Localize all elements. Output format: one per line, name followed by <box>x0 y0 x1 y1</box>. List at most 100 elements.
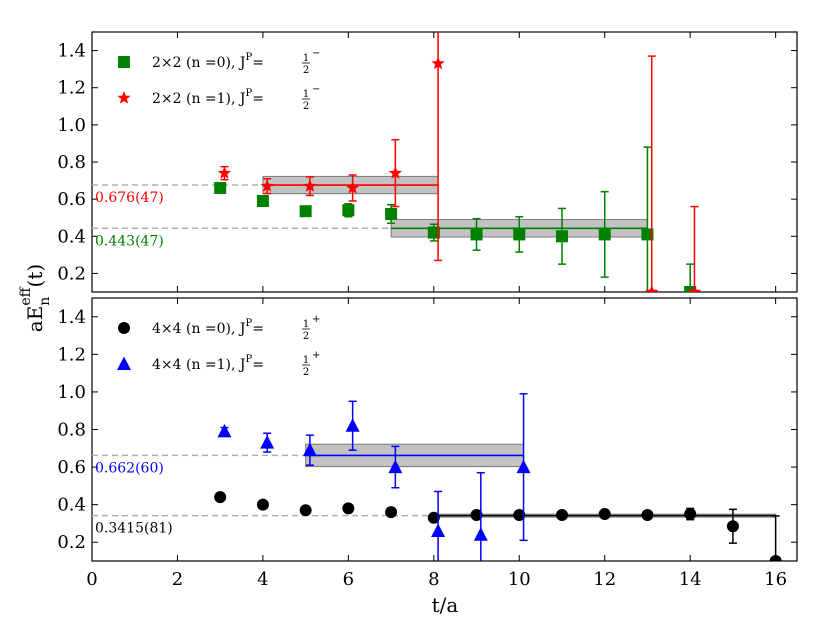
svg-text:aEneff(t): aEneff(t) <box>18 264 53 332</box>
legend-label: 4×4 (n =1), JP= <box>152 354 264 373</box>
data-point <box>345 181 360 194</box>
data-point <box>385 506 398 519</box>
fit-value-label: 0.443(47) <box>95 233 164 249</box>
data-series <box>214 146 697 292</box>
legend-fraction-den: 2 <box>303 331 309 342</box>
legend-fraction-den: 2 <box>303 65 309 76</box>
bottom-panel: 0.20.40.60.81.01.21.40 2 4 6 8 10 12 14 160.662(… <box>57 297 798 590</box>
data-point <box>214 491 227 504</box>
legend-fraction-num: 1 <box>303 89 309 100</box>
data-point <box>556 230 568 243</box>
legend-fraction-den: 2 <box>303 101 309 112</box>
legend-parity-sign: − <box>312 84 320 95</box>
data-point <box>513 508 526 521</box>
y-tick-label: 0.8 <box>57 420 86 441</box>
legend-fraction-num: 1 <box>303 355 309 366</box>
x-tick-label: 16 <box>764 569 787 590</box>
data-point <box>641 228 654 241</box>
y-tick-label: 1.0 <box>57 115 86 136</box>
legend-marker <box>118 56 130 68</box>
data-point <box>427 511 440 524</box>
legend-parity-sign: + <box>312 314 320 325</box>
y-tick-label: 1.2 <box>57 78 86 99</box>
plot-area <box>92 32 702 292</box>
legend-label: 4×4 (n =0), JP= <box>152 318 264 337</box>
x-tick-label: 12 <box>593 569 616 590</box>
x-tick-label: 8 <box>428 569 439 590</box>
y-tick-label: 0.8 <box>57 152 86 173</box>
data-point <box>513 228 526 241</box>
legend-marker <box>118 322 130 334</box>
y-tick-label: 0.6 <box>57 189 86 210</box>
plot-area <box>92 393 782 561</box>
y-axis-label-sub: n <box>37 297 53 306</box>
data-point <box>645 285 659 292</box>
data-series <box>214 491 782 561</box>
y-tick-label: 1.4 <box>57 41 86 62</box>
data-point <box>345 418 360 432</box>
data-point <box>684 508 697 521</box>
legend: 4×4 (n =0), JP= 12+4×4 (n =1), JP= 12+ <box>117 314 320 378</box>
plot-frame <box>91 31 798 293</box>
fit-value-label: 0.676(47) <box>95 190 164 206</box>
legend-label: 2×2 (n =0), JP= <box>152 52 264 71</box>
data-point <box>299 504 312 517</box>
legend-parity-sign: − <box>312 48 320 59</box>
data-series <box>217 393 531 561</box>
y-tick-label: 0.4 <box>57 226 86 247</box>
legend-fraction-num: 1 <box>303 53 309 64</box>
x-tick-label: 2 <box>172 569 183 590</box>
data-point <box>256 195 269 207</box>
data-point <box>217 166 232 179</box>
x-tick-label: 0 <box>86 569 97 590</box>
data-point <box>684 286 697 292</box>
data-point <box>260 435 275 449</box>
x-axis-label: t/a <box>432 593 459 617</box>
fit-value-label: 0.662(60) <box>95 460 164 476</box>
data-point <box>303 179 317 192</box>
fit-value-label: 0.3415(81) <box>95 521 173 537</box>
legend-fraction-den: 2 <box>303 367 309 378</box>
data-point <box>641 508 654 521</box>
data-point <box>256 498 269 511</box>
y-tick-label: 1.4 <box>57 307 86 328</box>
data-point <box>342 204 355 217</box>
data-point <box>427 226 440 239</box>
data-point <box>598 508 611 521</box>
y-tick-label: 0.4 <box>57 495 86 516</box>
y-axis-label-base: aE <box>23 306 47 333</box>
y-tick-label: 1.0 <box>57 382 86 403</box>
data-point <box>302 442 317 457</box>
legend-marker <box>117 356 131 370</box>
data-point <box>726 520 739 533</box>
data-point <box>217 423 232 438</box>
plot-frame <box>91 297 798 562</box>
data-series <box>217 32 702 292</box>
y-tick-label: 1.2 <box>57 344 86 365</box>
x-tick-label: 6 <box>343 569 354 590</box>
data-point <box>388 166 403 179</box>
legend-fraction-num: 1 <box>303 319 309 330</box>
y-axis-label-sup: eff <box>18 286 34 305</box>
data-point <box>342 502 355 515</box>
data-point <box>470 228 483 241</box>
legend-label: 2×2 (n =1), JP= <box>152 88 264 107</box>
y-axis-label-tail: (t) <box>23 264 47 288</box>
legend-marker <box>117 91 131 104</box>
y-tick-label: 0.2 <box>57 532 86 553</box>
x-tick-label: 10 <box>508 569 531 590</box>
legend-parity-sign: + <box>312 350 320 361</box>
x-tick-label: 4 <box>257 569 268 590</box>
data-point <box>431 56 445 70</box>
data-point <box>388 459 403 474</box>
y-tick-label: 0.6 <box>57 457 86 478</box>
data-point <box>556 508 568 521</box>
x-tick-label: 14 <box>679 569 702 590</box>
data-point <box>431 523 446 537</box>
data-point <box>473 527 488 541</box>
data-point <box>687 285 702 292</box>
y-axis-label: aEneff(t) <box>18 264 53 332</box>
data-point <box>470 508 483 521</box>
top-panel: 0.2 0.4 0.6 0.8 1.0 1.2 1.4 0.676(47) 0.443(47) 2… <box>57 31 798 293</box>
